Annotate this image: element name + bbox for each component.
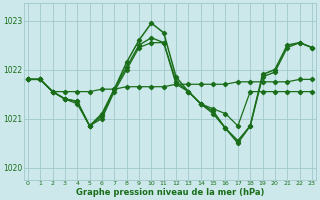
X-axis label: Graphe pression niveau de la mer (hPa): Graphe pression niveau de la mer (hPa) — [76, 188, 264, 197]
